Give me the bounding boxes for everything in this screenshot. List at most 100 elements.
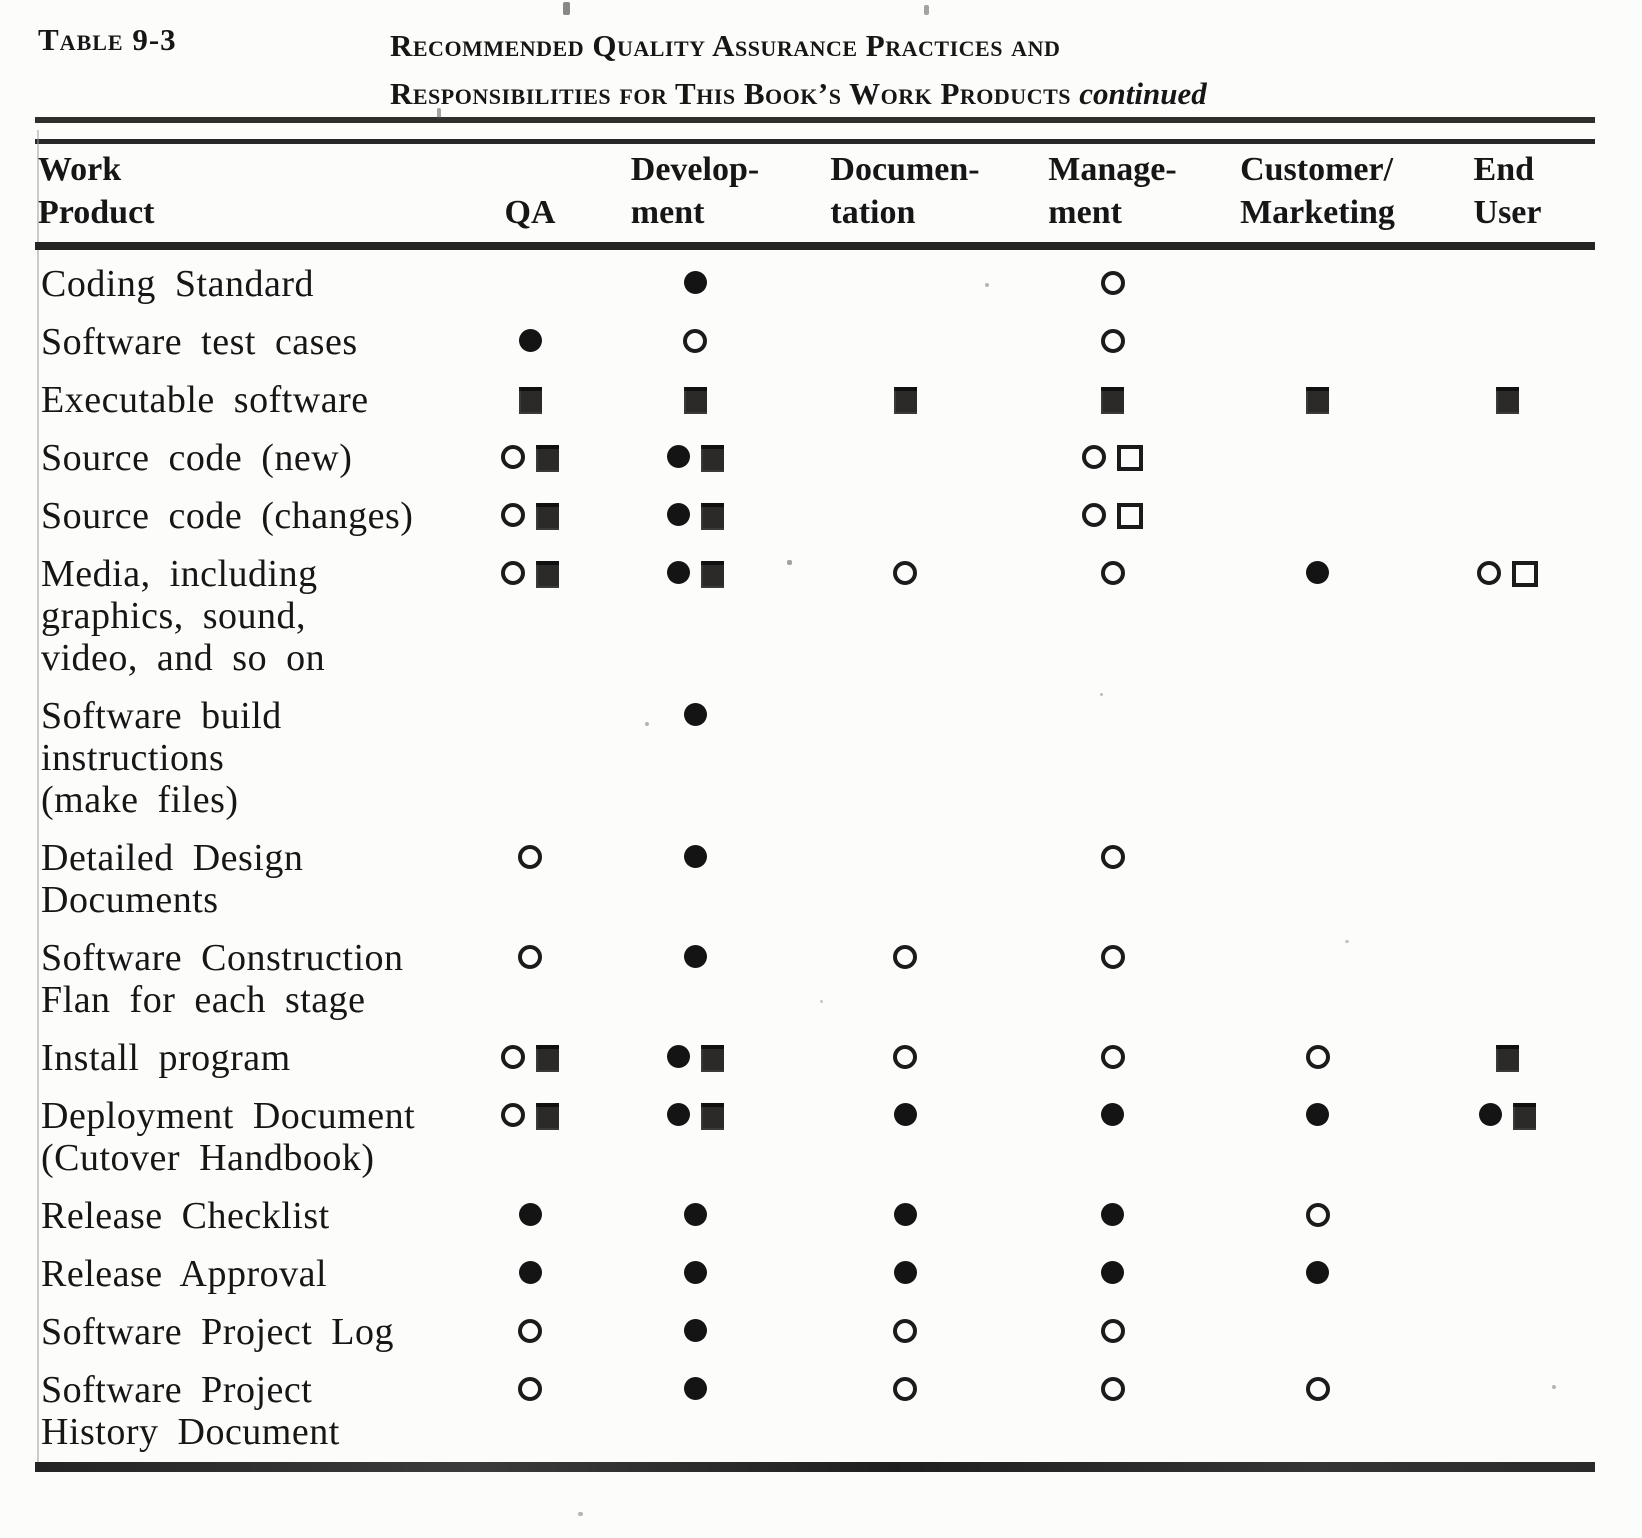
row-label: Executable software	[41, 379, 369, 421]
filled-circle-symbol	[666, 561, 690, 584]
cell-development	[590, 1095, 800, 1179]
open-circle-symbol	[1477, 561, 1501, 585]
cell-documentation	[800, 695, 1010, 821]
open-circle-symbol	[518, 1319, 542, 1343]
table-row: Release Approval	[35, 1246, 1595, 1304]
cell-end_user	[1420, 695, 1595, 821]
column-header-end_user: End User	[1420, 148, 1595, 234]
cell-end_user	[1420, 1195, 1595, 1237]
filled-circle-symbol	[1101, 1261, 1124, 1284]
filled-circle-symbol	[666, 1103, 690, 1126]
cell-qa	[470, 1311, 590, 1353]
cell-documentation	[800, 1311, 1010, 1353]
filled-circle-symbol	[666, 503, 690, 526]
row-label: Media, including graphics, sound, video, a…	[41, 553, 326, 679]
filled-square-symbol	[1496, 1045, 1519, 1072]
scan-speck	[1500, 210, 1504, 214]
open-circle-symbol	[501, 1103, 525, 1127]
table-row: Source code (changes)	[35, 488, 1595, 546]
cell-development	[590, 495, 800, 537]
table-header-row: Work Product QA Develop-ment Documen-tation M…	[35, 142, 1595, 238]
column-header-text: Work Product	[38, 151, 155, 231]
cell-development	[590, 695, 800, 821]
open-circle-symbol	[1100, 329, 1125, 353]
cell-documentation	[800, 263, 1010, 305]
cell-end_user	[1420, 437, 1595, 479]
open-circle-symbol	[518, 945, 542, 969]
table-number: Table 9-3	[38, 22, 177, 57]
scan-speck	[437, 108, 441, 119]
filled-circle-symbol	[518, 1203, 542, 1226]
row-label: Software test cases	[41, 321, 358, 363]
cell-development	[590, 379, 800, 421]
table-row: Install program	[35, 1030, 1595, 1088]
cell-management	[1010, 1253, 1215, 1295]
row-label: Release Approval	[41, 1253, 328, 1295]
cell-end_user	[1420, 837, 1595, 921]
table-row: Executable software	[35, 372, 1595, 430]
scan-speck	[820, 1000, 823, 1003]
cell-customer_marketing	[1215, 1311, 1420, 1353]
row-label: Software Project Log	[41, 1311, 395, 1353]
cell-development	[590, 1253, 800, 1295]
open-circle-symbol	[1100, 1045, 1125, 1069]
cell-management	[1010, 495, 1215, 537]
cell-development	[590, 1369, 800, 1453]
scan-speck	[1345, 940, 1349, 943]
cell-customer_marketing	[1215, 937, 1420, 1021]
cell-customer_marketing	[1215, 1037, 1420, 1079]
cell-development	[590, 1037, 800, 1079]
cell-management	[1010, 553, 1215, 679]
open-circle-symbol	[893, 945, 917, 969]
open-circle-symbol	[893, 1377, 917, 1401]
cell-documentation	[800, 437, 1010, 479]
cell-management	[1010, 1311, 1215, 1353]
cell-development	[590, 837, 800, 921]
cell-end_user	[1420, 321, 1595, 363]
filled-square-symbol	[536, 1045, 559, 1072]
filled-square-symbol	[893, 387, 917, 414]
scan-speck	[1552, 1385, 1556, 1389]
cell-end_user	[1420, 1253, 1595, 1295]
column-header-customer_marketing: Customer/Marketing	[1215, 148, 1420, 234]
filled-circle-symbol	[666, 1045, 690, 1068]
scan-speck	[787, 560, 792, 565]
cell-customer_marketing	[1215, 837, 1420, 921]
table-row: Software test cases	[35, 314, 1595, 372]
cell-documentation	[800, 1253, 1010, 1295]
filled-square-symbol	[683, 387, 707, 414]
scan-speck	[578, 1512, 583, 1516]
cell-documentation	[800, 379, 1010, 421]
cell-customer_marketing	[1215, 437, 1420, 479]
filled-circle-symbol	[666, 445, 690, 468]
table-title: Recommended Quality Assurance Practices …	[390, 22, 1207, 118]
scan-speck	[985, 283, 989, 287]
filled-square-symbol	[1496, 387, 1519, 414]
table-title-line1: Recommended Quality Assurance Practices …	[390, 28, 1061, 63]
table-row: Software Project Log	[35, 1304, 1595, 1362]
open-circle-symbol	[1082, 503, 1106, 527]
table-caption: Table 9-3 Recommended Quality Assurance …	[38, 22, 1592, 118]
cell-customer_marketing	[1215, 1369, 1420, 1453]
table-body: Coding Standard Software test cases Execut…	[35, 256, 1595, 1462]
filled-circle-symbol	[893, 1203, 917, 1226]
cell-management	[1010, 437, 1215, 479]
cell-qa	[470, 695, 590, 821]
table-row: Deployment Document (Cutover Handbook)	[35, 1088, 1595, 1188]
open-circle-symbol	[1100, 271, 1125, 295]
cell-documentation	[800, 837, 1010, 921]
cell-documentation	[800, 1095, 1010, 1179]
filled-circle-symbol	[683, 1377, 707, 1400]
filled-circle-symbol	[683, 1319, 707, 1342]
open-circle-symbol	[1100, 1377, 1125, 1401]
cell-customer_marketing	[1215, 263, 1420, 305]
filled-square-symbol	[536, 561, 559, 588]
filled-circle-symbol	[518, 1261, 542, 1284]
filled-square-symbol	[700, 1103, 724, 1130]
cell-management	[1010, 1369, 1215, 1453]
cell-management	[1010, 837, 1215, 921]
cell-management	[1010, 263, 1215, 305]
filled-circle-symbol	[1479, 1103, 1502, 1126]
cell-management	[1010, 321, 1215, 363]
row-label: Software Project History Document	[41, 1369, 340, 1453]
